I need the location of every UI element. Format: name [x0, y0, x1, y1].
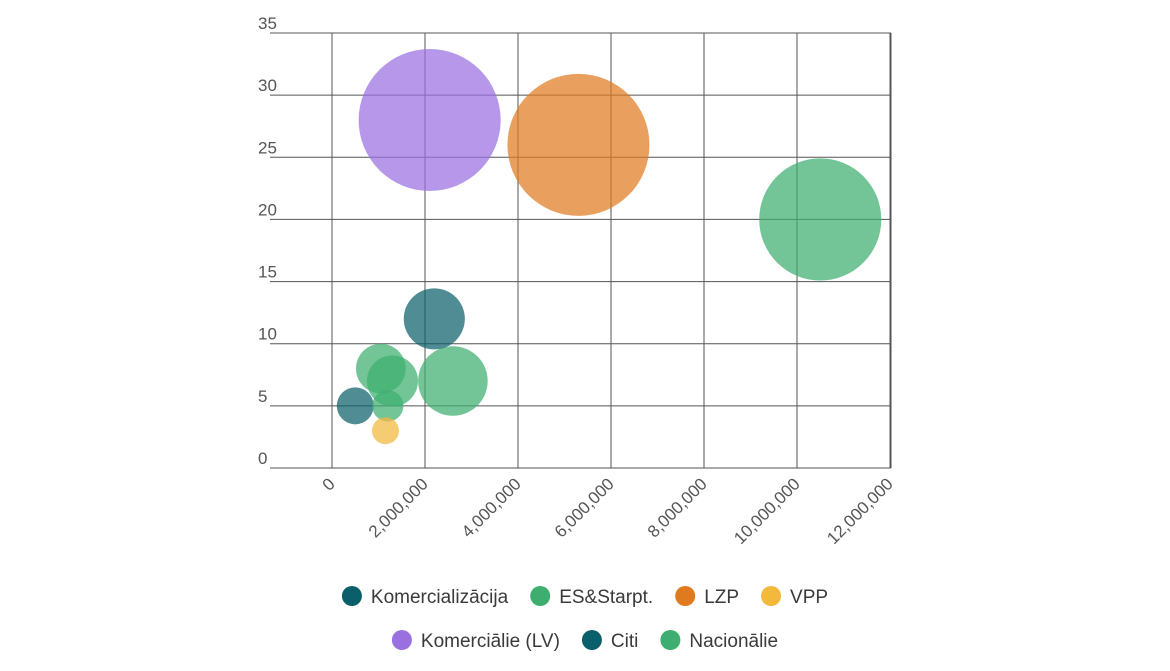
legend: Komercializācija ES&Starpt. LZP VPP Komerciā…	[341, 586, 828, 652]
bubble	[336, 387, 374, 425]
y-axis-tick-labels: 0 5 10 15 20 25 30 35	[258, 14, 277, 468]
bubble	[371, 417, 399, 445]
x-tick-label: 4,000,000	[458, 474, 525, 541]
x-tick-label: 0	[319, 474, 339, 494]
y-tick-label: 35	[258, 14, 277, 33]
bubble	[372, 390, 404, 422]
legend-label: VPP	[790, 587, 828, 608]
legend-label: Nacionālie	[689, 631, 778, 652]
bubble	[358, 49, 501, 191]
y-tick-label: 25	[258, 138, 277, 157]
y-tick-label: 5	[258, 387, 267, 406]
legend-label: Komerciālie (LV)	[421, 631, 560, 652]
x-axis-tick-labels: 0 2,000,000 4,000,000 6,000,000 8,000,000 10,…	[319, 474, 897, 548]
legend-swatch	[761, 586, 782, 606]
bubble	[355, 343, 406, 394]
bubbles	[336, 49, 882, 445]
legend-label: LZP	[704, 587, 739, 608]
legend-swatch	[391, 630, 412, 650]
bubble	[507, 73, 650, 216]
y-tick-label: 20	[258, 200, 277, 219]
bubble	[403, 288, 465, 350]
legend-swatch	[581, 630, 602, 650]
x-tick-label: 6,000,000	[551, 474, 618, 541]
x-tick-label: 8,000,000	[644, 474, 711, 541]
x-tick-label: 12,000,000	[823, 474, 897, 548]
legend-swatch	[660, 630, 681, 650]
bubble	[418, 346, 488, 416]
legend-swatch	[341, 586, 362, 606]
legend-label: ES&Starpt.	[559, 587, 653, 608]
y-tick-label: 10	[258, 325, 277, 344]
legend-label: Citi	[611, 631, 638, 652]
legend-swatch	[675, 586, 696, 606]
bubble	[759, 158, 882, 281]
y-tick-label: 30	[258, 76, 277, 95]
y-tick-label: 15	[258, 263, 277, 282]
y-tick-label: 0	[258, 449, 267, 468]
legend-swatch	[530, 586, 551, 606]
x-tick-label: 10,000,000	[730, 474, 804, 548]
legend-label: Komercializācija	[371, 587, 509, 608]
x-tick-label: 2,000,000	[365, 474, 432, 541]
